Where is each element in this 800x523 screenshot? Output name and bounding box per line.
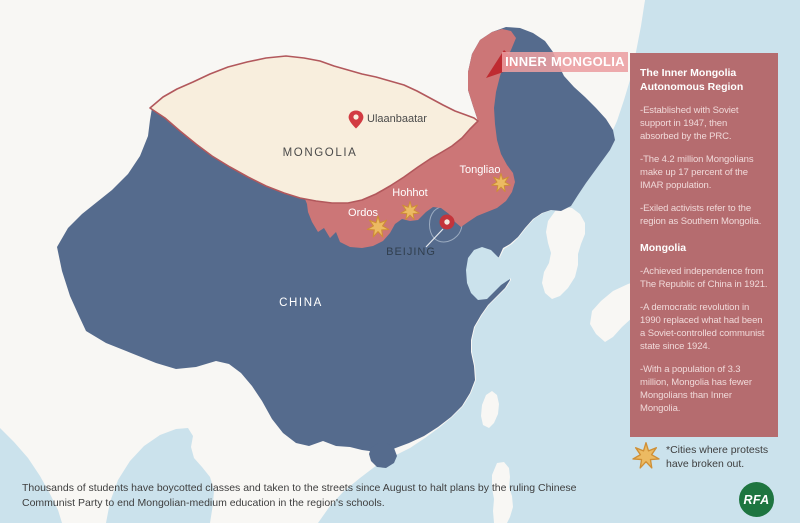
panel-fact: -Achieved independence from The Republic… [640,266,768,290]
label-tongliao: Tongliao [459,164,501,176]
inner-mongolia-banner: INNER MONGOLIA [502,52,628,72]
legend-text: *Cities where protests have broken out. [666,444,769,470]
beijing-marker-dot [444,219,450,225]
panel-section-title: Mongolia [640,242,687,254]
southwest-sea [0,428,62,523]
label-ulaanbaatar: Ulaanbaatar [367,113,427,125]
label-mongolia: MONGOLIA [282,147,358,159]
label-beijing: BEIJING [386,246,436,258]
inner-mongolia-region [305,29,516,248]
panel-fact: -Exiled activists refer to the region as… [640,203,762,227]
panel-fact: -Established with Soviet support in 1947… [640,105,739,142]
label-hohhot: Hohhot [392,187,428,199]
beijing-leader-line [425,228,444,248]
panel-fact: -The 4.2 million Mongolians make up 17 p… [640,154,754,191]
panel-section-title: The Inner Mongolia Autonomous Region [640,67,744,93]
taiwan-island [481,391,499,428]
label-ordos: Ordos [348,207,378,219]
bay-of-bengal [106,428,214,523]
ulaanbaatar-pin-icon [348,110,364,129]
info-panel: The Inner Mongolia Autonomous Region -Es… [630,53,778,437]
caption-text: Thousands of students have boycotted cla… [22,482,577,509]
rfa-logo: RFA [739,482,774,517]
philippines-island [492,462,513,523]
panel-fact: -A democratic revolution in 1990 replace… [640,302,765,352]
panel-fact: -With a population of 3.3 million, Mongo… [640,364,752,414]
korea-peninsula [542,207,585,299]
hainan-island [369,443,397,468]
label-china: CHINA [279,297,323,309]
bohai-bay [466,247,517,300]
mongolia-region [149,55,479,204]
